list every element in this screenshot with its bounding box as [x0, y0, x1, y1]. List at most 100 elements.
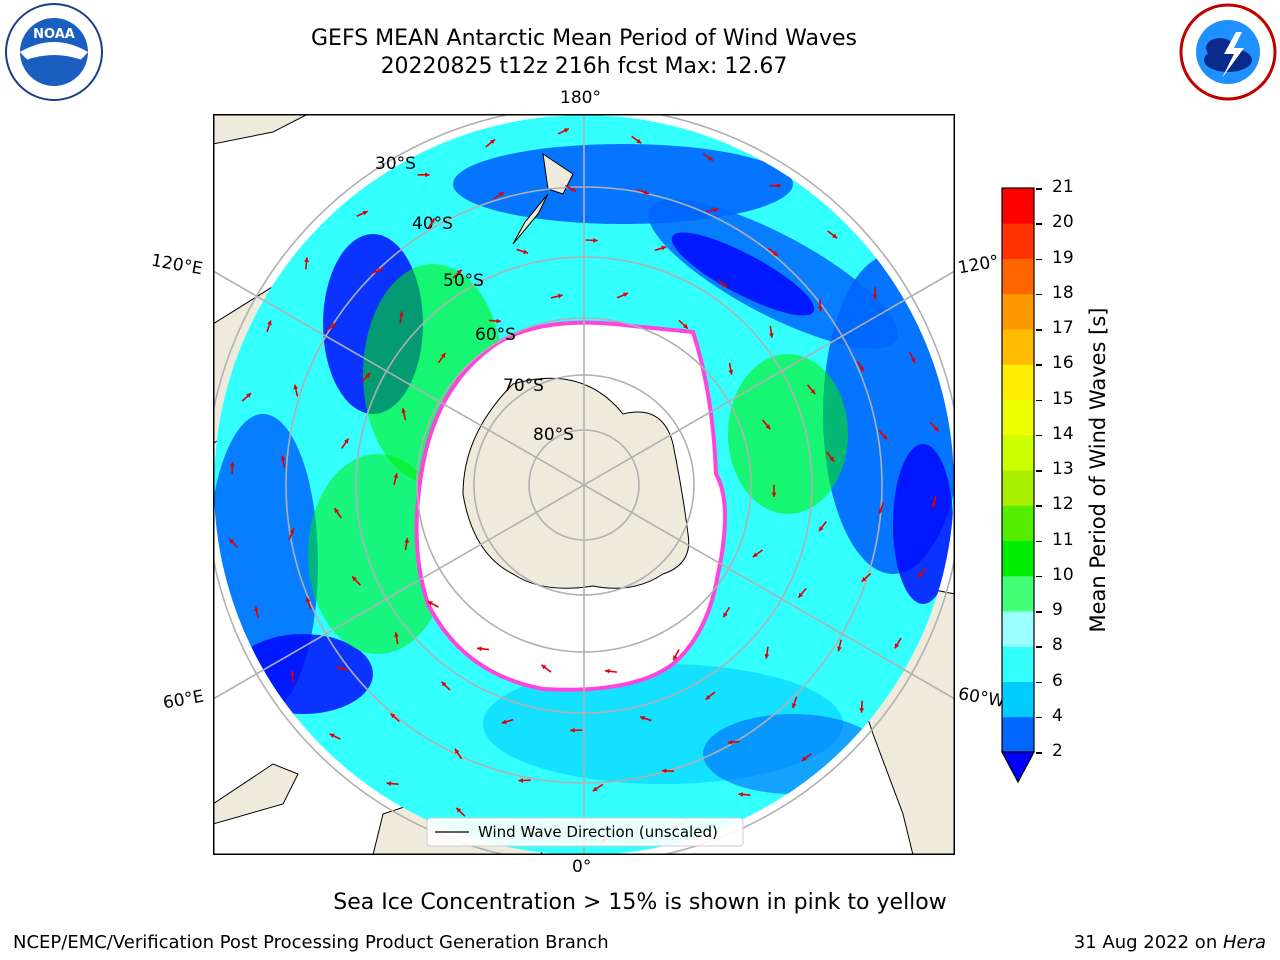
wave-arrow-head	[267, 320, 272, 326]
nws-logo	[1179, 3, 1277, 101]
colorbar-cell	[1002, 540, 1034, 577]
colorbar-tick-label: 20	[1052, 212, 1074, 233]
colorbar-cell	[1002, 716, 1034, 753]
wave-arrow-head	[293, 384, 299, 390]
wave-arrow-head	[401, 408, 407, 414]
colorbar-cell	[1002, 681, 1034, 718]
wave-arrow-head	[605, 668, 610, 674]
lat-label-30s: 30°S	[375, 154, 416, 174]
wave-arrow-head	[518, 778, 524, 783]
wave-arrow-head	[673, 655, 678, 661]
wave-arrow-head	[752, 552, 758, 558]
wave-arrow-head	[441, 681, 447, 687]
colorbar-tick-mark	[1036, 329, 1042, 331]
wave-arrow-head	[490, 139, 495, 145]
wave-arrow-head	[570, 187, 576, 192]
wave-arrow-head	[859, 366, 864, 372]
wave-arrow-head	[501, 719, 507, 725]
footer-credit: NCEP/EMC/Verification Post Processing Pr…	[13, 932, 609, 953]
wave-arrow-head	[404, 538, 410, 543]
wave-arrow-head	[798, 592, 804, 598]
colorbar-tick-label: 13	[1052, 459, 1074, 479]
chart-title: GEFS MEAN Antarctic Mean Period of Wind …	[311, 26, 857, 51]
lat-label-60s: 60°S	[475, 325, 516, 345]
antarctica-land	[462, 377, 690, 589]
legend-text: Wind Wave Direction (unscaled)	[478, 823, 718, 841]
lon-label-120e: 120°E	[149, 250, 205, 280]
colorbar-cell	[1002, 575, 1034, 612]
wave-arrow-head	[430, 218, 435, 224]
colorbar-tick-mark	[1036, 681, 1042, 683]
wave-arrow-head	[768, 333, 774, 338]
wave-arrow-head	[683, 323, 688, 329]
colorbar-tick-mark	[1036, 646, 1042, 648]
wave-arrow-head	[933, 426, 939, 432]
colorbar-tick-label: 12	[1052, 494, 1074, 515]
graticule	[213, 114, 955, 855]
colorbar-tick-mark	[1036, 399, 1042, 401]
wave-arrow-head	[425, 172, 430, 178]
wave-arrow-head	[570, 727, 575, 733]
wave-arrow-head	[334, 508, 340, 514]
wave-arrow-head	[394, 632, 399, 638]
colorbar-cell	[1002, 399, 1034, 436]
noaa-logo: NOAA	[5, 3, 103, 101]
colorbar-tick-mark	[1036, 505, 1042, 507]
colorbar-tick-mark	[1036, 434, 1042, 437]
wave-arrow-head	[352, 576, 357, 582]
colorbar-tick-mark	[1036, 293, 1042, 296]
colorbar-tick-label: 4	[1052, 705, 1063, 726]
lon-label-0: 0°	[572, 857, 592, 877]
wave-arrow-head	[427, 601, 433, 606]
wave-arrow-head	[305, 597, 311, 603]
colorbar-tick-mark	[1036, 470, 1042, 472]
wave-arrow-head	[801, 756, 807, 761]
wave-arrow-head	[541, 664, 547, 670]
wave-arrow-head	[818, 526, 824, 532]
wave-arrow-head	[593, 238, 598, 243]
colorbar-cell	[1002, 293, 1034, 330]
colorbar-tick-label: 15	[1052, 388, 1074, 409]
wave-arrow-head	[810, 389, 816, 395]
wave-arrow-head	[859, 708, 865, 713]
colorbar-tick-label: 6	[1052, 670, 1063, 691]
wave-arrow-head	[910, 357, 916, 363]
wave-arrow-head	[882, 434, 888, 440]
colorbar-cell	[1002, 223, 1034, 259]
wave-arrow-head	[817, 306, 823, 312]
wave-arrow-head	[477, 646, 482, 652]
wave-arrow-head	[246, 393, 252, 398]
lat-label-40s: 40°S	[412, 214, 453, 234]
wave-arrow-head	[336, 665, 342, 671]
wave-arrow-head	[773, 251, 778, 256]
colorbar	[1001, 187, 1035, 784]
wave-arrow-head	[832, 233, 838, 239]
wave-arrow-head	[643, 190, 649, 195]
colorbar-tick-label: 17	[1052, 318, 1074, 338]
wave-arrow-head	[399, 311, 404, 317]
wave-arrow-head	[456, 807, 462, 813]
colorbar-cell	[1002, 434, 1034, 471]
wave-arrow-head	[878, 508, 884, 514]
wave-arrow-head	[329, 733, 335, 738]
colorbar-tick-label: 10	[1052, 564, 1074, 585]
lon-label-60w: 60°W	[956, 684, 1007, 712]
colorbar-tick-label: 2	[1052, 741, 1063, 761]
colorbar-cell	[1002, 611, 1034, 647]
wave-arrow-head	[776, 183, 782, 189]
wave-arrow-head	[455, 748, 460, 754]
wave-arrow-head	[280, 455, 286, 461]
wave-arrow-head	[304, 257, 309, 262]
wave-arrow-head	[708, 156, 714, 161]
colorbar-tick-mark	[1036, 188, 1042, 190]
wave-arrow-head	[557, 293, 563, 299]
wave-arrow-head	[661, 245, 667, 251]
chart-subtitle: 20220825 t12z 216h fcst Max: 12.67	[380, 54, 788, 79]
wave-arrow-head	[636, 138, 642, 144]
colorbar-cell	[1002, 329, 1034, 365]
wave-arrow-head	[829, 456, 834, 462]
colorbar-cell	[1002, 364, 1034, 400]
colorbar-tick-label: 8	[1052, 635, 1063, 656]
colorbar-cell	[1002, 258, 1034, 295]
wave-arrow-head	[563, 128, 569, 133]
